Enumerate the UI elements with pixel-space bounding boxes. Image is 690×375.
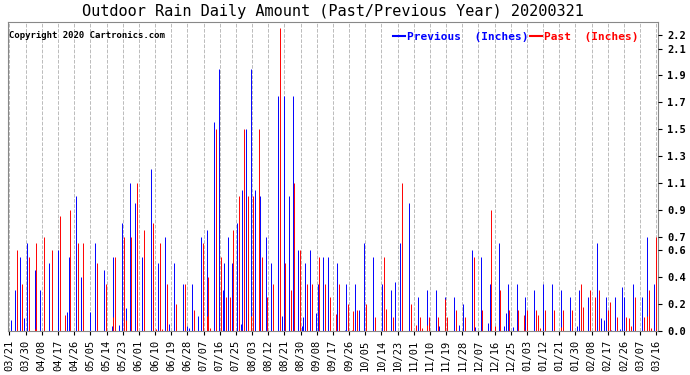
Legend: Previous  (Inches), Past  (Inches): Previous (Inches), Past (Inches) — [389, 27, 643, 46]
Title: Outdoor Rain Daily Amount (Past/Previous Year) 20200321: Outdoor Rain Daily Amount (Past/Previous… — [82, 4, 584, 19]
Text: Copyright 2020 Cartronics.com: Copyright 2020 Cartronics.com — [9, 31, 165, 40]
